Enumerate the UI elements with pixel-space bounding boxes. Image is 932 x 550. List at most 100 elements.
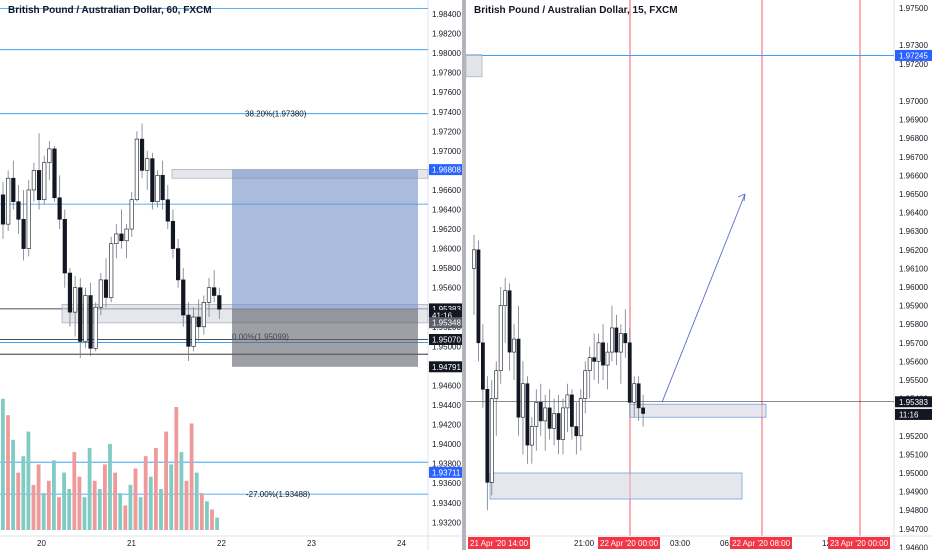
candle xyxy=(476,249,481,344)
left-time-tick: 21 xyxy=(127,539,136,548)
price-tag: 1.95070 xyxy=(432,336,461,345)
projection-arrow[interactable] xyxy=(661,193,746,403)
entry-zone[interactable] xyxy=(629,403,767,418)
left-chart-pane[interactable]: 1.98400 1.98200 1.98000 1.97800 1.97600 1.974… xyxy=(0,0,462,550)
left-price-axis[interactable] xyxy=(428,0,462,550)
candle xyxy=(534,402,539,427)
volume-bar xyxy=(154,448,158,530)
position-target-zone[interactable] xyxy=(232,169,418,309)
volume-bar xyxy=(92,480,97,530)
candle xyxy=(525,383,530,446)
left-price-tick: 1.94600 xyxy=(432,381,461,390)
candle xyxy=(552,413,557,429)
candle xyxy=(21,218,26,249)
candle xyxy=(98,279,103,308)
volume-bar xyxy=(36,464,41,530)
right-chart[interactable]: 1.97500 1.97300 1.97200 1.97000 1.96900 1.968… xyxy=(466,0,932,550)
left-chart[interactable]: 1.98400 1.98200 1.98000 1.97800 1.97600 1.974… xyxy=(0,0,462,550)
right-chart-pane[interactable]: 1.97500 1.97300 1.97200 1.97000 1.96900 1.968… xyxy=(466,0,932,550)
candle xyxy=(529,426,534,446)
right-price-tick: 1.94600 xyxy=(899,543,928,550)
candle xyxy=(31,170,36,191)
volume-bar xyxy=(87,448,92,530)
candle xyxy=(632,383,637,403)
volume-bar xyxy=(123,505,128,530)
volume-bar xyxy=(41,493,46,530)
volume-bar xyxy=(108,443,112,530)
candle xyxy=(512,338,516,353)
candle xyxy=(627,342,632,403)
candle xyxy=(150,158,155,202)
right-price-tick: 1.96900 xyxy=(899,116,928,125)
candle xyxy=(78,287,83,342)
right-price-tick: 1.95100 xyxy=(899,450,928,459)
candle xyxy=(623,333,628,344)
price-tag: 1.94791 xyxy=(432,363,461,372)
left-price-tick: 1.96400 xyxy=(432,206,461,215)
fib-level-label: -27.00%(1.93488) xyxy=(246,490,310,499)
volume-bar xyxy=(21,456,26,530)
price-tag: 1.96808 xyxy=(432,166,461,175)
position-stop-zone[interactable] xyxy=(232,308,418,367)
volume-bar xyxy=(118,493,123,530)
left-price-tick: 1.95000 xyxy=(432,342,461,351)
left-price-tick: 1.97000 xyxy=(432,147,461,156)
right-chart-title: British Pound / Australian Dollar, 15, F… xyxy=(474,5,678,16)
right-price-tick: 1.96800 xyxy=(899,134,928,143)
volume-bar xyxy=(113,472,117,530)
right-price-tick: 1.95000 xyxy=(899,469,928,478)
candle xyxy=(212,287,217,296)
volume-bar xyxy=(97,489,102,530)
volume-bar xyxy=(1,398,5,530)
candle xyxy=(516,338,521,418)
price-tag: 1.95383 xyxy=(899,398,928,407)
candle xyxy=(610,327,614,353)
candle xyxy=(109,243,114,298)
right-price-axis[interactable] xyxy=(894,0,932,550)
candle xyxy=(26,189,31,249)
candle xyxy=(583,370,588,399)
left-price-tick: 1.94400 xyxy=(432,401,461,410)
right-price-tick: 1.95900 xyxy=(899,302,928,311)
candle xyxy=(191,316,196,347)
volume-bar xyxy=(128,484,133,530)
candle xyxy=(636,383,641,409)
time-tag-bg xyxy=(828,537,890,549)
candle xyxy=(155,174,160,202)
volume-bar xyxy=(143,456,148,530)
candle xyxy=(605,351,610,366)
candle xyxy=(47,148,52,163)
candle xyxy=(124,228,129,242)
candle xyxy=(587,357,592,371)
candle xyxy=(206,287,212,303)
volume-bar xyxy=(189,423,194,530)
left-price-tick: 1.96600 xyxy=(432,186,461,195)
left-price-tick: 1.98000 xyxy=(432,49,461,58)
volume-bar xyxy=(174,407,179,530)
candle xyxy=(114,233,119,245)
candle xyxy=(201,302,206,328)
left-price-tick: 1.97600 xyxy=(432,88,461,97)
left-time-tick: 20 xyxy=(37,539,46,548)
volume-bar xyxy=(26,431,31,530)
candle xyxy=(543,407,548,422)
time-tag-bg xyxy=(598,537,660,549)
demand-zone[interactable] xyxy=(489,472,743,500)
candle xyxy=(592,357,597,362)
upper-zone[interactable] xyxy=(466,54,483,78)
left-price-tick: 1.94000 xyxy=(432,440,461,449)
left-time-tick: 23 xyxy=(307,539,316,548)
pane-divider[interactable] xyxy=(462,0,466,550)
left-price-tick: 1.97400 xyxy=(432,108,461,117)
right-time-tag: 21 Apr '20 14:00 xyxy=(470,539,529,548)
price-tag-bg xyxy=(429,164,462,176)
volume-bar xyxy=(31,484,36,530)
left-price-tick: 1.93200 xyxy=(432,518,461,527)
candle xyxy=(170,220,176,249)
right-price-tick: 1.96400 xyxy=(899,209,928,218)
candle xyxy=(641,407,646,414)
right-price-tick: 1.95500 xyxy=(899,376,928,385)
candle xyxy=(181,279,186,316)
left-price-tick: 1.96000 xyxy=(432,245,461,254)
left-price-tick: 1.93400 xyxy=(432,499,461,508)
